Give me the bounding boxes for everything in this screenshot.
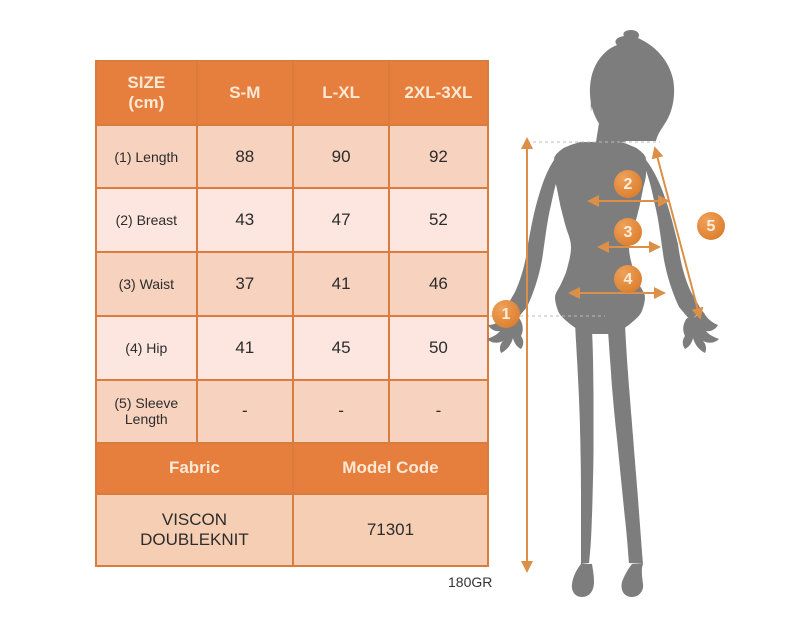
svg-text:4: 4: [624, 271, 633, 288]
svg-text:3: 3: [624, 224, 633, 241]
svg-text:5: 5: [707, 218, 716, 235]
svg-text:2: 2: [624, 176, 633, 193]
svg-text:1: 1: [502, 306, 511, 323]
